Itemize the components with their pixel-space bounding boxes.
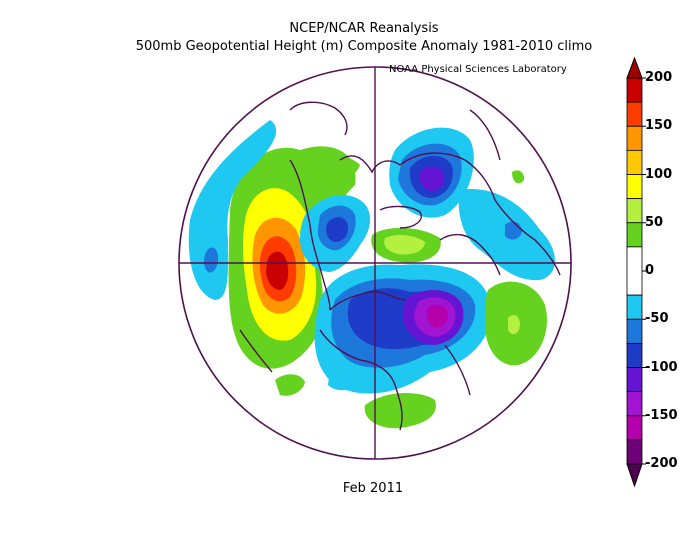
colorbar-band-13 xyxy=(626,415,643,441)
colorbar-band-8 xyxy=(626,294,643,320)
chart-title: NCEP/NCAR Reanalysis xyxy=(289,21,439,36)
colorbar-tick-label: 200 xyxy=(645,70,673,85)
date-label: Feb 2011 xyxy=(342,481,404,496)
colorbar-band-10 xyxy=(626,342,643,368)
colorbar-tick-label: 100 xyxy=(645,166,673,182)
colorbar-band-1 xyxy=(626,101,643,127)
map-boundary xyxy=(178,66,572,460)
colorbar-tick-label: 50 xyxy=(645,214,664,230)
colorbar-over-arrow xyxy=(626,56,643,79)
colorbar-band-7 xyxy=(626,246,643,296)
credit-label: NOAA Physical Sciences Laboratory xyxy=(389,64,567,75)
colorbar-band-9 xyxy=(626,318,643,344)
colorbar-band-2 xyxy=(626,125,643,151)
coastlines xyxy=(239,101,561,431)
colorbar-tick-label: -100 xyxy=(645,359,678,375)
colorbar-band-11 xyxy=(626,367,643,393)
colorbar-tick-label: -50 xyxy=(645,311,669,327)
colorbar-band-3 xyxy=(626,149,643,175)
colorbar-band-6 xyxy=(626,222,643,248)
colorbar-tick-label: 150 xyxy=(645,118,673,134)
colorbar-tick-label: -150 xyxy=(645,407,678,423)
chart-subtitle: 500mb Geopotential Height (m) Composite … xyxy=(135,39,593,54)
colorbar-under-arrow xyxy=(626,463,643,488)
colorbar-band-14 xyxy=(626,439,643,465)
colorbar-band-4 xyxy=(626,174,643,200)
anomaly-positive-darkred xyxy=(266,251,289,290)
colorbar-band-12 xyxy=(626,391,643,417)
colorbar-tick-label: 0 xyxy=(645,263,655,278)
colorbar-tick-label: -200 xyxy=(645,456,678,471)
colorbar-band-0 xyxy=(626,77,643,103)
colorbar-band-5 xyxy=(626,198,643,224)
